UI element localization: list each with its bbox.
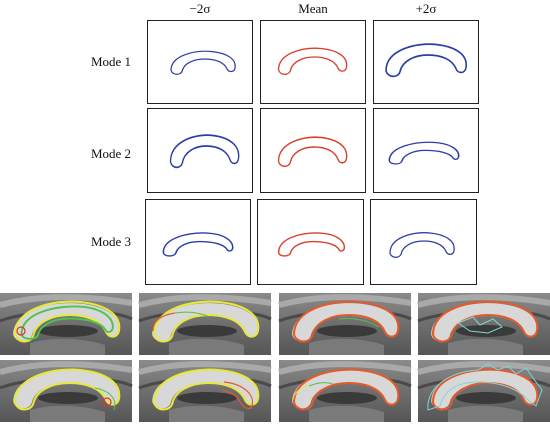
row-label: Mode 1 [91, 54, 131, 69]
column-header: +2σ [416, 1, 437, 16]
mri-image [0, 293, 132, 355]
shape-panel [147, 108, 253, 193]
mri-image [0, 360, 132, 422]
shape-panel [260, 108, 366, 193]
row-label: Mode 2 [91, 146, 131, 161]
column-header: Mean [298, 1, 328, 16]
shape-panel [373, 20, 479, 104]
mri-image [418, 293, 550, 355]
shape-panel [147, 20, 253, 104]
shape-panel [370, 199, 477, 285]
column-header: −2σ [190, 1, 211, 16]
mri-image [139, 293, 271, 355]
row-label: Mode 3 [91, 234, 131, 249]
mri-image [418, 360, 550, 422]
mri-image [279, 293, 411, 355]
mri-image [279, 360, 411, 422]
mri-image [139, 360, 271, 422]
shape-panel [260, 20, 366, 104]
